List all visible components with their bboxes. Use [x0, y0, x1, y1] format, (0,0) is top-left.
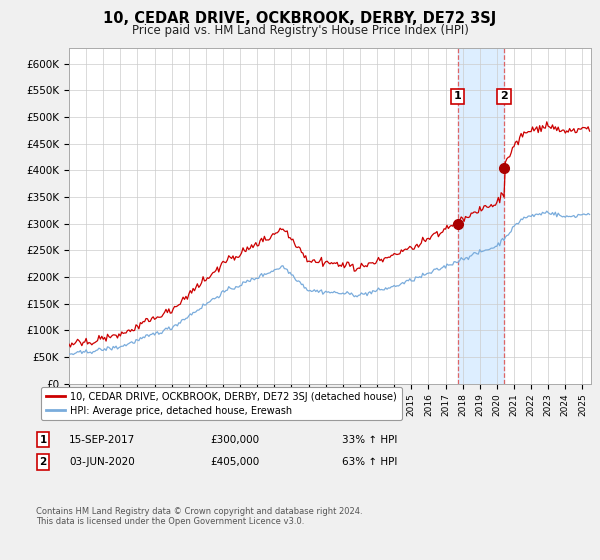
- Text: Contains HM Land Registry data © Crown copyright and database right 2024.
This d: Contains HM Land Registry data © Crown c…: [36, 507, 362, 526]
- Text: 33% ↑ HPI: 33% ↑ HPI: [342, 435, 397, 445]
- Text: 1: 1: [40, 435, 47, 445]
- Legend: 10, CEDAR DRIVE, OCKBROOK, DERBY, DE72 3SJ (detached house), HPI: Average price,: 10, CEDAR DRIVE, OCKBROOK, DERBY, DE72 3…: [41, 387, 401, 421]
- Text: 15-SEP-2017: 15-SEP-2017: [69, 435, 135, 445]
- Text: 03-JUN-2020: 03-JUN-2020: [69, 457, 135, 467]
- Text: 63% ↑ HPI: 63% ↑ HPI: [342, 457, 397, 467]
- Text: £300,000: £300,000: [210, 435, 259, 445]
- Text: Price paid vs. HM Land Registry's House Price Index (HPI): Price paid vs. HM Land Registry's House …: [131, 24, 469, 36]
- Text: 10, CEDAR DRIVE, OCKBROOK, DERBY, DE72 3SJ: 10, CEDAR DRIVE, OCKBROOK, DERBY, DE72 3…: [103, 11, 497, 26]
- Text: 2: 2: [40, 457, 47, 467]
- Text: £405,000: £405,000: [210, 457, 259, 467]
- Bar: [458, 48, 504, 384]
- Text: 2: 2: [500, 91, 508, 101]
- Text: 1: 1: [454, 91, 461, 101]
